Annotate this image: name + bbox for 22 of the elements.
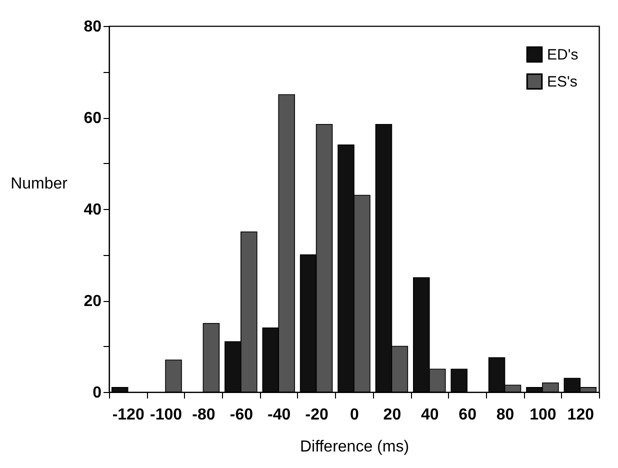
x-tick-label: 20 — [383, 406, 402, 424]
x-tick-label: -20 — [305, 406, 328, 424]
x-tick-label: -100 — [150, 406, 182, 424]
y-tick-label: 20 — [84, 293, 102, 310]
x-tick-label: 120 — [567, 406, 594, 424]
x-tick-label: 60 — [458, 406, 477, 424]
y-axis-title: Number — [10, 176, 68, 192]
x-tick-label: -80 — [192, 406, 216, 424]
x-tick-label: 100 — [530, 406, 556, 424]
x-tick-label: 40 — [420, 406, 439, 424]
y-tick-label: 40 — [84, 202, 102, 218]
legend-label: ED's — [547, 46, 578, 64]
y-tick-label: 60 — [84, 110, 102, 127]
x-axis-title: Difference (ms) — [300, 438, 410, 456]
legend-label: ES's — [547, 74, 578, 90]
x-tick-label: -120 — [112, 406, 144, 424]
x-tick-label: -40 — [268, 406, 291, 424]
x-tick-label: 80 — [496, 406, 514, 424]
y-tick-label: 0 — [92, 384, 102, 402]
y-tick-label: 80 — [84, 18, 102, 36]
x-tick-label: -60 — [230, 406, 254, 424]
x-tick-label: 0 — [350, 406, 360, 424]
